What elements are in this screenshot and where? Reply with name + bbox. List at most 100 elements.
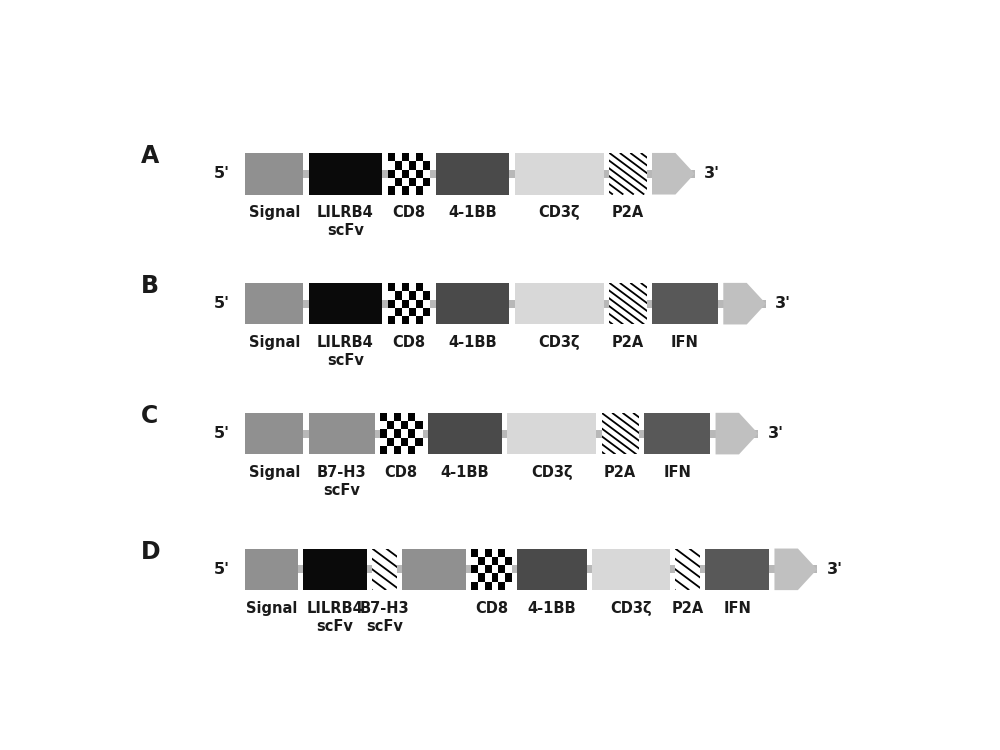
Bar — [388, 153, 395, 161]
Text: D: D — [140, 540, 160, 564]
Bar — [401, 422, 408, 430]
Text: B7-H3: B7-H3 — [317, 465, 366, 480]
Bar — [303, 548, 367, 590]
Text: 4-1BB: 4-1BB — [448, 334, 497, 350]
Text: 4-1BB: 4-1BB — [448, 205, 497, 220]
Text: CD3ζ: CD3ζ — [539, 334, 580, 350]
Bar — [609, 283, 647, 325]
Bar — [402, 548, 466, 590]
Bar — [515, 153, 604, 194]
Bar — [471, 582, 478, 590]
Bar — [409, 308, 416, 316]
Bar — [309, 283, 382, 325]
Bar — [415, 438, 423, 446]
Bar — [388, 170, 395, 178]
Bar — [515, 283, 604, 325]
Bar — [505, 574, 512, 582]
Bar — [675, 548, 700, 590]
Bar — [498, 566, 505, 574]
Bar — [492, 574, 498, 582]
Bar — [492, 556, 498, 566]
Text: Signal: Signal — [248, 334, 300, 350]
Text: 3': 3' — [767, 426, 783, 441]
Bar — [245, 170, 695, 178]
Text: scFv: scFv — [327, 353, 364, 368]
Bar — [394, 446, 401, 454]
Bar — [395, 161, 402, 170]
Bar — [388, 283, 430, 325]
Text: Signal: Signal — [248, 205, 300, 220]
Bar — [471, 566, 478, 574]
Bar — [245, 566, 817, 573]
Bar — [408, 430, 415, 438]
Text: A: A — [140, 144, 159, 168]
Text: CD3ζ: CD3ζ — [610, 601, 652, 616]
Bar — [416, 186, 423, 194]
Bar — [309, 413, 375, 454]
Bar — [652, 283, 718, 325]
Bar — [402, 170, 409, 178]
Bar — [245, 430, 758, 438]
Polygon shape — [774, 548, 817, 590]
Bar — [402, 283, 409, 291]
Bar — [380, 413, 423, 454]
Bar — [498, 548, 505, 556]
Bar — [388, 186, 395, 194]
Bar — [415, 422, 423, 430]
Bar — [416, 283, 423, 291]
Bar — [245, 548, 298, 590]
Bar — [423, 308, 430, 316]
Bar — [471, 548, 478, 556]
Text: CD8: CD8 — [392, 205, 426, 220]
Text: scFv: scFv — [323, 483, 360, 498]
Text: P2A: P2A — [672, 601, 704, 616]
Bar — [485, 582, 492, 590]
Bar — [245, 413, 303, 454]
Bar — [372, 548, 397, 590]
Bar — [416, 170, 423, 178]
Bar — [401, 438, 408, 446]
Bar — [388, 299, 395, 307]
Bar — [602, 413, 639, 454]
Bar — [380, 446, 387, 454]
Bar — [436, 283, 509, 325]
Bar — [380, 413, 387, 422]
Bar — [388, 283, 395, 291]
Bar — [416, 153, 423, 161]
Bar — [402, 153, 409, 161]
Text: LILRB4: LILRB4 — [317, 334, 374, 350]
Text: 5': 5' — [214, 562, 230, 577]
Bar — [245, 283, 303, 325]
Text: 5': 5' — [214, 426, 230, 441]
Text: CD8: CD8 — [475, 601, 508, 616]
Text: LILRB4: LILRB4 — [317, 205, 374, 220]
Bar — [423, 291, 430, 299]
Bar — [395, 308, 402, 316]
Bar — [395, 178, 402, 186]
Bar — [394, 413, 401, 422]
Text: scFv: scFv — [366, 619, 403, 634]
Text: P2A: P2A — [604, 465, 636, 480]
Bar — [380, 430, 387, 438]
Bar — [387, 422, 394, 430]
Bar — [245, 300, 766, 307]
Polygon shape — [652, 153, 695, 194]
Bar — [498, 582, 505, 590]
Bar — [644, 413, 710, 454]
Bar — [408, 413, 415, 422]
Bar — [436, 153, 509, 194]
Bar — [388, 316, 395, 325]
Bar — [409, 178, 416, 186]
Bar — [416, 316, 423, 325]
Bar — [471, 548, 512, 590]
Bar — [478, 556, 485, 566]
Bar — [517, 548, 587, 590]
Text: IFN: IFN — [723, 601, 751, 616]
Bar — [416, 299, 423, 307]
Bar — [409, 161, 416, 170]
Polygon shape — [716, 413, 758, 454]
Bar — [478, 574, 485, 582]
Bar — [428, 413, 502, 454]
Text: IFN: IFN — [671, 334, 699, 350]
Bar — [705, 548, 769, 590]
